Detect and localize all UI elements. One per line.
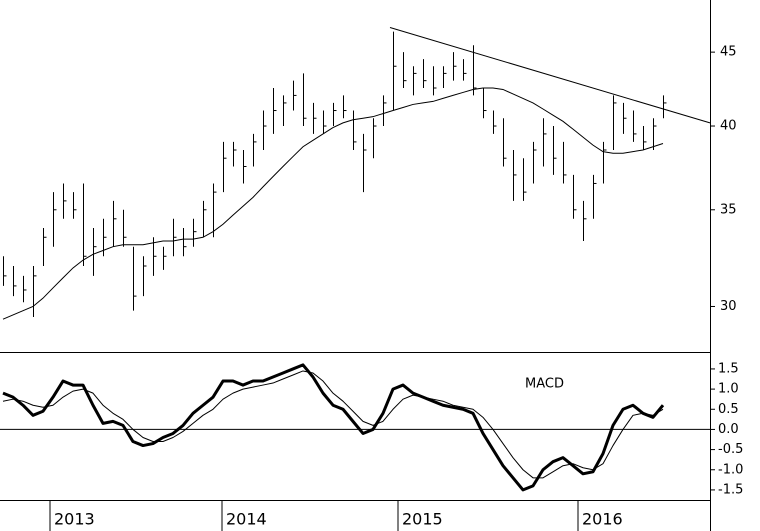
x-tick-label: 2014 [226, 510, 267, 529]
macd-line [2, 363, 665, 492]
panel-title: MACD [525, 377, 564, 392]
macd-line [2, 370, 664, 479]
x-tick-label: 2016 [582, 510, 623, 529]
y-tick-label: -0.5 [718, 442, 743, 457]
y-tick-label: 45 [720, 45, 737, 60]
y-tick-label: 1.0 [718, 382, 739, 397]
x-tick-label: 2015 [402, 510, 443, 529]
x-tick-label: 2013 [54, 510, 95, 529]
y-tick-label: -1.5 [718, 482, 743, 497]
moving-average [2, 87, 664, 320]
y-tick-label: 0.0 [718, 422, 739, 437]
y-tick-label: -1.0 [718, 462, 743, 477]
y-tick-label: 40 [720, 119, 737, 134]
y-tick-label: 0.5 [718, 402, 739, 417]
y-tick-label: 30 [720, 299, 737, 314]
trendline [389, 27, 711, 124]
y-tick-label: 1.5 [718, 361, 739, 376]
y-tick-label: 35 [720, 202, 737, 217]
